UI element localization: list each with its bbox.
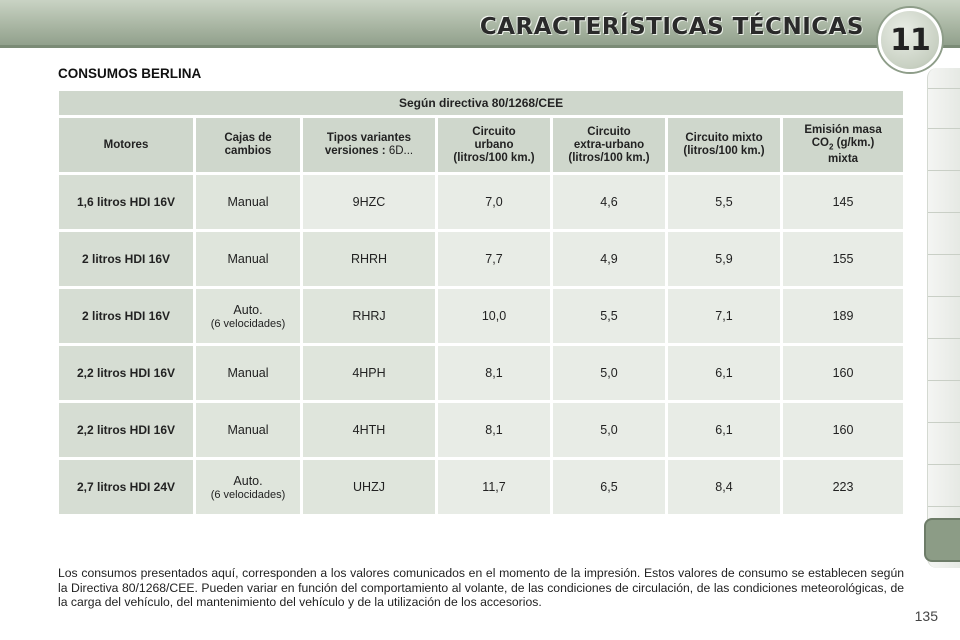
cell-extra-urbano: 4,9 — [553, 232, 665, 286]
side-tab-strip — [927, 68, 960, 568]
cell-caja: Manual — [196, 232, 300, 286]
chapter-badge: 11 — [878, 8, 942, 72]
column-header-tipos: Tipos variantes versiones : 6D... — [303, 118, 435, 172]
cell-co2: 189 — [783, 289, 904, 343]
table-row: 2,2 litros HDI 16V Manual 4HPH 8,1 5,0 6… — [59, 346, 904, 400]
cell-co2: 145 — [783, 175, 904, 229]
cell-motor: 2 litros HDI 16V — [59, 232, 193, 286]
cell-mixto: 6,1 — [668, 403, 780, 457]
table-row: 2,7 litros HDI 24V Auto. (6 velocidades) … — [59, 460, 904, 514]
footnote-paragraph: Los consumos presentados aquí, correspon… — [58, 566, 904, 609]
cell-tipo: 4HTH — [303, 403, 435, 457]
side-tab-divider — [928, 338, 960, 339]
cell-co2: 155 — [783, 232, 904, 286]
section-title: CONSUMOS BERLINA — [58, 66, 202, 81]
cell-caja: Auto. (6 velocidades) — [196, 289, 300, 343]
cell-mixto: 5,9 — [668, 232, 780, 286]
cell-motor: 1,6 litros HDI 16V — [59, 175, 193, 229]
cell-motor: 2,2 litros HDI 16V — [59, 346, 193, 400]
cell-mixto: 7,1 — [668, 289, 780, 343]
page-number: 135 — [914, 608, 938, 624]
column-header-cajas: Cajas de cambios — [196, 118, 300, 172]
column-header-emision: Emisión masa CO2 (g/km.) mixta — [783, 118, 904, 172]
cell-co2: 160 — [783, 403, 904, 457]
cell-urbano: 7,0 — [438, 175, 550, 229]
side-tab-divider — [928, 88, 960, 89]
side-tab-divider — [928, 380, 960, 381]
side-tab-divider — [928, 128, 960, 129]
cell-motor: 2,7 litros HDI 24V — [59, 460, 193, 514]
table-row: 2 litros HDI 16V Auto. (6 velocidades) RH… — [59, 289, 904, 343]
cell-extra-urbano: 6,5 — [553, 460, 665, 514]
side-tab-divider — [928, 254, 960, 255]
column-header-mixto: Circuito mixto (litros/100 km.) — [668, 118, 780, 172]
chapter-number: 11 — [890, 22, 931, 58]
cell-tipo: UHZJ — [303, 460, 435, 514]
cell-caja: Manual — [196, 403, 300, 457]
table-row: 2,2 litros HDI 16V Manual 4HTH 8,1 5,0 6… — [59, 403, 904, 457]
side-tab-chapter-11[interactable] — [924, 518, 960, 562]
side-tab-divider — [928, 506, 960, 507]
cell-caja: Auto. (6 velocidades) — [196, 460, 300, 514]
cell-tipo: 9HZC — [303, 175, 435, 229]
cell-urbano: 7,7 — [438, 232, 550, 286]
cell-extra-urbano: 5,0 — [553, 346, 665, 400]
cell-co2: 160 — [783, 346, 904, 400]
cell-extra-urbano: 5,0 — [553, 403, 665, 457]
cell-tipo: RHRH — [303, 232, 435, 286]
chapter-title: CARACTERÍSTICAS TÉCNICAS — [479, 14, 864, 40]
cell-tipo: RHRJ — [303, 289, 435, 343]
cell-motor: 2 litros HDI 16V — [59, 289, 193, 343]
cell-caja: Manual — [196, 346, 300, 400]
side-tab-divider — [928, 212, 960, 213]
table-row: 2 litros HDI 16V Manual RHRH 7,7 4,9 5,9… — [59, 232, 904, 286]
cell-urbano: 8,1 — [438, 346, 550, 400]
cell-motor: 2,2 litros HDI 16V — [59, 403, 193, 457]
side-tab-divider — [928, 422, 960, 423]
consumption-table: Según directiva 80/1268/CEE Motores Caja… — [56, 88, 906, 517]
side-tab-divider — [928, 464, 960, 465]
cell-extra-urbano: 4,6 — [553, 175, 665, 229]
cell-mixto: 8,4 — [668, 460, 780, 514]
cell-urbano: 11,7 — [438, 460, 550, 514]
header-band — [0, 0, 960, 48]
column-header-motores: Motores — [59, 118, 193, 172]
directive-header: Según directiva 80/1268/CEE — [59, 91, 904, 115]
cell-mixto: 6,1 — [668, 346, 780, 400]
table-row: 1,6 litros HDI 16V Manual 9HZC 7,0 4,6 5… — [59, 175, 904, 229]
cell-tipo: 4HPH — [303, 346, 435, 400]
cell-urbano: 10,0 — [438, 289, 550, 343]
cell-co2: 223 — [783, 460, 904, 514]
cell-caja: Manual — [196, 175, 300, 229]
cell-urbano: 8,1 — [438, 403, 550, 457]
side-tab-divider — [928, 170, 960, 171]
cell-extra-urbano: 5,5 — [553, 289, 665, 343]
cell-mixto: 5,5 — [668, 175, 780, 229]
column-header-extra-urbano: Circuito extra-urbano (litros/100 km.) — [553, 118, 665, 172]
column-header-urbano: Circuito urbano (litros/100 km.) — [438, 118, 550, 172]
side-tab-divider — [928, 296, 960, 297]
